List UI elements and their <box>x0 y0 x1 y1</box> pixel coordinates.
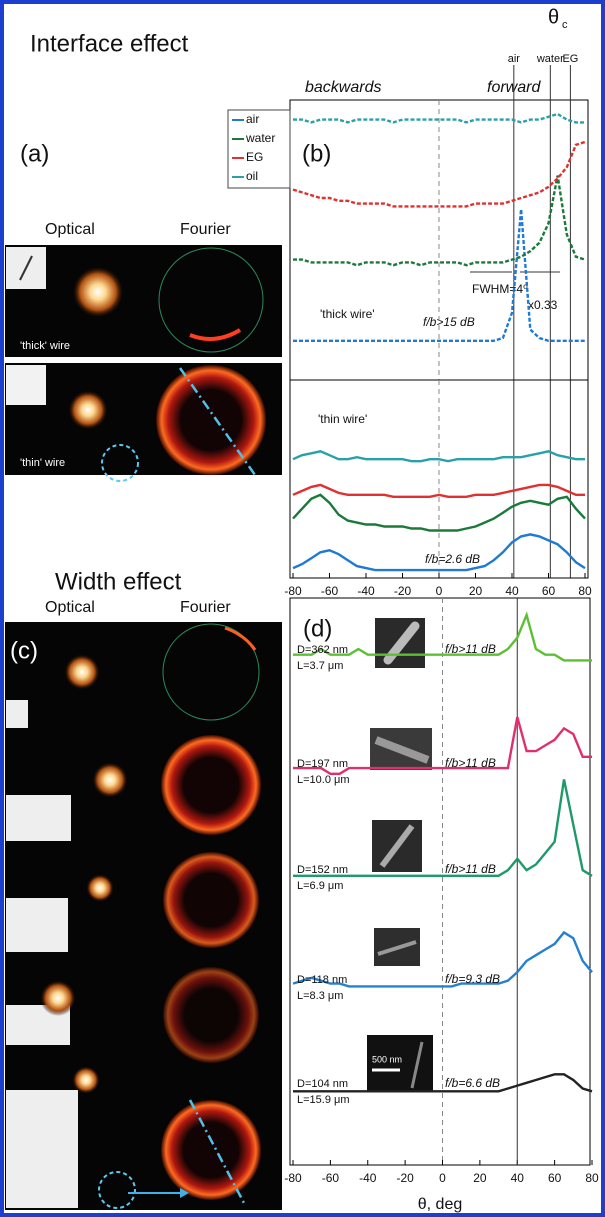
x-tick-label: -80 <box>284 1171 302 1185</box>
x-tick-label: 60 <box>542 584 556 598</box>
x-tick-label: 60 <box>548 1171 562 1185</box>
column-title: Optical <box>45 599 95 616</box>
reference-label: EG <box>562 53 578 65</box>
curve-label: f/b=6.6 dB <box>445 1076 500 1090</box>
curve-label: D=118 nm <box>297 974 347 986</box>
annotation: 'thick wire' <box>320 307 375 321</box>
annotation: FWHM=4⁰ <box>472 282 528 296</box>
inset-image <box>6 1090 78 1208</box>
annotation: f/b>15 dB <box>423 315 475 329</box>
x-tick-label: 80 <box>585 1171 599 1185</box>
x-tick-label: 20 <box>473 1171 487 1185</box>
fourier-ring <box>163 967 259 1063</box>
x-tick-label: -60 <box>322 1171 340 1185</box>
curve-label: f/b>11 dB <box>445 642 496 656</box>
image-panel-a: 'thick' wire 'thin' wire <box>5 245 282 481</box>
section-title: Interface effect <box>30 30 189 57</box>
section-title: Width effect <box>55 568 182 595</box>
x-tick-label: -20 <box>396 1171 414 1185</box>
reference-label: water <box>536 53 564 65</box>
curve-label: f/b>11 dB <box>445 756 496 770</box>
column-title: Optical <box>45 221 95 238</box>
glow-spot <box>72 266 124 318</box>
glow-spot <box>64 654 100 690</box>
annotation: 'thin wire' <box>318 412 367 426</box>
curve-label: L=15.9 μm <box>297 1094 350 1106</box>
x-tick-label: -40 <box>357 584 375 598</box>
figure: Interface effect (a) Optical Fourier Wid… <box>0 0 605 1217</box>
glow-spot <box>68 390 108 430</box>
header-label: backwards <box>305 79 381 96</box>
curve-label: D=362 nm <box>297 644 348 656</box>
image-panel-c: (c) <box>5 622 282 1210</box>
theta-label: θ <box>548 6 559 28</box>
scale-bar-label: 500 nm <box>372 1054 402 1064</box>
x-tick-label: -80 <box>284 584 302 598</box>
theta-sub: c <box>562 19 568 31</box>
fourier-ring <box>161 735 261 835</box>
inset-image <box>6 365 46 405</box>
legend-label: water <box>245 131 275 145</box>
curve-label: L=8.3 μm <box>297 990 343 1002</box>
x-tick-label: 40 <box>505 584 519 598</box>
curve-label: L=3.7 μm <box>297 660 343 672</box>
inset-image <box>6 898 68 952</box>
fourier-ring <box>161 1100 261 1200</box>
column-title: Fourier <box>180 599 231 616</box>
legend-label: oil <box>246 169 258 183</box>
inset-image <box>6 700 28 728</box>
glow-spot <box>92 762 128 798</box>
image-caption: 'thick' wire <box>20 340 70 352</box>
fourier-ring <box>156 365 266 475</box>
panel-label: (a) <box>20 140 49 167</box>
inset-image <box>6 795 71 841</box>
x-tick-label: 0 <box>439 1171 446 1185</box>
panel-label: (c) <box>10 637 38 664</box>
curve-label: D=197 nm <box>297 758 348 770</box>
x-tick-label: 20 <box>469 584 483 598</box>
legend-label: air <box>246 112 259 126</box>
glow-spot <box>86 874 114 902</box>
panel-label: (d) <box>303 615 332 642</box>
legend-label: EG <box>246 150 263 164</box>
fourier-ring <box>163 852 259 948</box>
x-tick-label: 80 <box>578 584 592 598</box>
curve-label: f/b>11 dB <box>445 862 496 876</box>
curve-label: D=104 nm <box>297 1078 348 1090</box>
x-tick-label: -20 <box>394 584 412 598</box>
glow-spot <box>72 1066 100 1094</box>
curve-label: f/b=9.3 dB <box>445 972 500 986</box>
x-tick-label: 40 <box>511 1171 525 1185</box>
annotation: f/b=2.6 dB <box>425 552 480 566</box>
curve-label: L=6.9 μm <box>297 880 343 892</box>
image-caption: 'thin' wire <box>20 457 65 469</box>
x-tick-label: 0 <box>436 584 443 598</box>
glow-spot <box>40 980 76 1016</box>
panel-label: (b) <box>302 140 331 167</box>
curve-label: D=152 nm <box>297 864 348 876</box>
annotation: x0.33 <box>528 298 558 312</box>
x-axis-label: θ, deg <box>418 1196 462 1213</box>
reference-label: air <box>508 53 521 65</box>
column-title: Fourier <box>180 221 231 238</box>
x-tick-label: -40 <box>359 1171 377 1185</box>
x-tick-label: -60 <box>321 584 339 598</box>
curve-label: L=10.0 μm <box>297 774 350 786</box>
